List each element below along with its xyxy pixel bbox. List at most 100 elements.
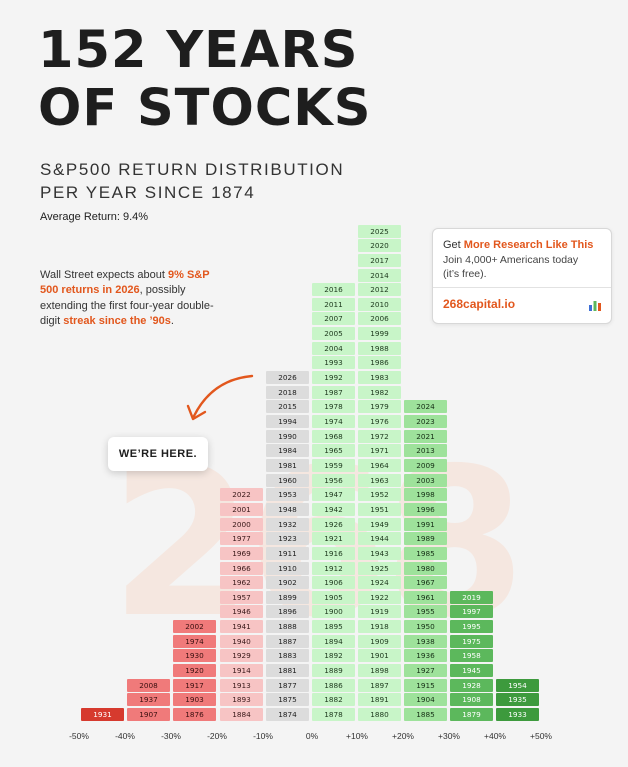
year-cell: 1942 — [312, 502, 355, 516]
year-cell: 1878 — [312, 708, 355, 721]
year-cell: 2020 — [358, 239, 401, 253]
year-cell: 2026 — [266, 371, 309, 385]
year-cell: 1932 — [266, 517, 309, 531]
year-cell: 2025 — [358, 224, 401, 238]
year-cell: 1875 — [266, 693, 309, 707]
year-cell: 1911 — [266, 546, 309, 560]
promo-card[interactable]: Get More Research Like This Join 4,000+ … — [432, 228, 612, 324]
x-tick-label: -20% — [207, 731, 227, 741]
average-return: Average Return: 9.4% — [40, 211, 149, 223]
curved-arrow-icon — [186, 374, 254, 421]
year-cell: 1945 — [450, 664, 493, 678]
year-cell: 1983 — [358, 371, 401, 385]
year-cell: 2007 — [312, 312, 355, 326]
year-cell: 1943 — [358, 546, 401, 560]
year-cell: 1956 — [312, 473, 355, 487]
year-cell: 1903 — [173, 693, 216, 707]
year-cell: 1996 — [404, 502, 447, 516]
x-tick-label: +50% — [530, 731, 552, 741]
year-cell: 1985 — [404, 546, 447, 560]
year-cell: 1958 — [450, 649, 493, 663]
year-cell: 1885 — [404, 708, 447, 721]
year-cell: 1881 — [266, 664, 309, 678]
year-cell: 1974 — [312, 415, 355, 428]
year-cell: 1931 — [81, 708, 124, 721]
year-cell: 1966 — [220, 561, 263, 575]
year-cell: 1988 — [358, 341, 401, 355]
year-cell: 1894 — [312, 634, 355, 648]
year-cell: 2002 — [173, 620, 216, 634]
year-cell: 1974 — [173, 634, 216, 648]
year-cell: 1986 — [358, 356, 401, 370]
promo-highlight: More Research Like This — [463, 239, 594, 251]
year-cell: 2006 — [358, 312, 401, 326]
year-cell: 1933 — [496, 708, 539, 721]
year-cell: 2012 — [358, 283, 401, 297]
year-cell: 1879 — [450, 708, 493, 721]
year-cell: 1930 — [173, 649, 216, 663]
year-cell: 1941 — [220, 620, 263, 634]
year-cell: 1948 — [266, 502, 309, 516]
year-cell: 1918 — [358, 620, 401, 634]
subtitle-line-2: PER YEAR SINCE 1874 — [40, 183, 256, 202]
callout-text-2: , possibly extending the first four-year… — [40, 284, 214, 327]
year-cell: 2021 — [404, 429, 447, 443]
year-cell: 2019 — [450, 590, 493, 604]
year-cell: 1889 — [312, 664, 355, 678]
year-cell: 1960 — [266, 473, 309, 487]
year-cell: 1874 — [266, 708, 309, 721]
year-cell: 1905 — [312, 590, 355, 604]
year-cell: 1923 — [266, 532, 309, 546]
year-cell: 1886 — [312, 678, 355, 692]
year-cell: 2013 — [404, 444, 447, 458]
year-cell: 1980 — [404, 561, 447, 575]
year-cell: 2003 — [404, 473, 447, 487]
year-cell: 1965 — [312, 444, 355, 458]
year-cell: 1899 — [266, 590, 309, 604]
year-cell: 1916 — [312, 546, 355, 560]
year-cell: 1926 — [312, 517, 355, 531]
year-cell: 2005 — [312, 327, 355, 341]
year-cell: 1994 — [266, 415, 309, 428]
callout-text: Wall Street expects about 9% S&P 500 ret… — [40, 268, 230, 329]
year-cell: 1967 — [404, 576, 447, 590]
year-cell: 1991 — [404, 517, 447, 531]
year-cell: 1876 — [173, 708, 216, 721]
year-cell: 1944 — [358, 532, 401, 546]
we-are-here-marker: WE’RE HERE. — [108, 437, 208, 471]
year-cell: 1969 — [220, 546, 263, 560]
year-cell: 2008 — [127, 678, 170, 692]
year-cell: 1977 — [220, 532, 263, 546]
year-cell: 1882 — [312, 693, 355, 707]
year-cell: 1952 — [358, 488, 401, 502]
callout-text-1: Wall Street expects about — [40, 269, 168, 281]
year-cell: 1907 — [127, 708, 170, 721]
year-cell: 1995 — [450, 620, 493, 634]
year-cell: 1993 — [312, 356, 355, 370]
year-cell: 1976 — [358, 415, 401, 428]
year-cell: 2010 — [358, 297, 401, 311]
year-cell: 1925 — [358, 561, 401, 575]
year-cell: 1900 — [312, 605, 355, 619]
year-cell: 2024 — [404, 400, 447, 414]
year-cell: 1913 — [220, 678, 263, 692]
year-cell: 1908 — [450, 693, 493, 707]
year-cell: 2000 — [220, 517, 263, 531]
promo-headline: Get More Research Like This — [443, 238, 593, 252]
year-cell: 1937 — [127, 693, 170, 707]
year-cell: 1940 — [220, 634, 263, 648]
year-cell: 1912 — [312, 561, 355, 575]
year-cell: 1955 — [404, 605, 447, 619]
year-cell: 1935 — [496, 693, 539, 707]
year-cell: 1953 — [266, 488, 309, 502]
x-tick-label: -10% — [253, 731, 273, 741]
subtitle: S&P500 RETURN DISTRIBUTION PER YEAR SINC… — [40, 158, 344, 204]
year-cell: 1992 — [312, 371, 355, 385]
year-cell: 1896 — [266, 605, 309, 619]
year-cell: 1884 — [220, 708, 263, 721]
year-cell: 1946 — [220, 605, 263, 619]
year-cell: 1929 — [220, 649, 263, 663]
year-cell: 1978 — [312, 400, 355, 414]
promo-prefix: Get — [443, 239, 464, 251]
promo-site-link[interactable]: 268capital.io — [443, 297, 516, 311]
